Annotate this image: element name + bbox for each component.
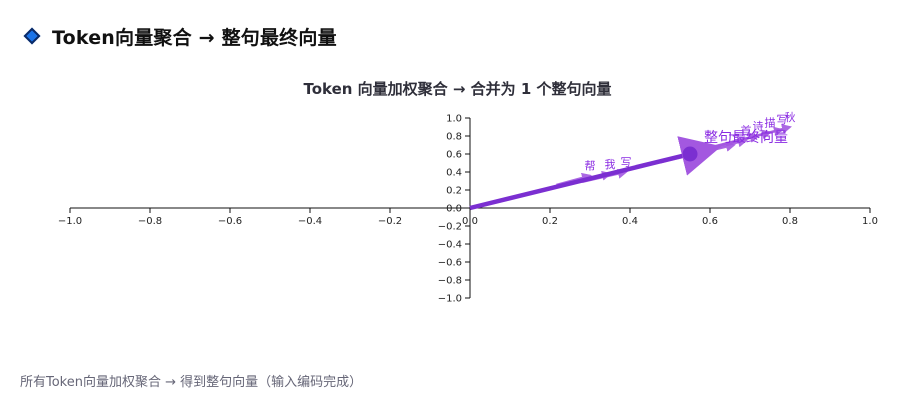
diamond-bullet-icon [23,27,41,45]
token-label: 帮 [585,160,596,173]
y-tick-label: −0.6 [438,258,462,269]
token-label: 描 [765,115,776,129]
y-tick-label: 0.4 [446,168,462,179]
y-tick-label: −0.4 [438,240,462,251]
y-tick-label: −0.8 [438,276,462,287]
x-tick-label: 0.6 [702,216,718,227]
x-tick-label: 0.8 [782,216,798,227]
sentence-vector-point [682,146,698,162]
x-tick-label: −0.6 [218,216,242,227]
y-tick-label: 0.0 [446,204,462,215]
section-header: Token向量聚合 → 整句最终向量 [22,22,337,50]
y-tick-label: 1.0 [446,114,462,125]
vector-plot: −1.0 −0.8 −0.6 −0.4 −0.2 0.0 0.2 0.4 0.6 0.8 1.01.… [58,110,878,305]
token-label: 秋 [785,110,796,124]
vector-chart: Token 向量加权聚合 → 合并为 1 个整句向量 −1.0 −0.8 −0.6 −… [0,70,915,310]
x-tick-label: −0.4 [298,216,322,227]
x-tick-label: 0.2 [542,216,558,227]
x-tick-label: −0.2 [378,216,402,227]
sentence-vector-arrow [469,136,722,211]
y-tick-label: 0.2 [446,186,462,197]
token-label: 首 [741,124,752,138]
section-title: Token向量聚合 → 整句最终向量 [52,26,337,49]
y-tick-label: 0.6 [446,150,462,161]
caption: 所有Token向量加权聚合 → 得到整句向量（输入编码完成） [20,375,363,390]
y-tick-label: −0.2 [438,222,462,233]
token-label: 诗 [753,119,764,133]
x-tick-label: 0.0 [462,216,478,227]
y-tick-label: 0.8 [446,132,462,143]
token-label: 写 [777,114,788,127]
chart-title: Token 向量加权聚合 → 合并为 1 个整句向量 [303,80,612,98]
x-tick-label: −1.0 [58,216,82,227]
x-tick-label: 1.0 [862,216,878,227]
token-label: 一 [729,129,740,142]
x-tick-label: −0.8 [138,216,162,227]
y-tick-label: −1.0 [438,294,462,305]
sentence-vector-label: 整句最终向量 [704,130,788,146]
x-tick-label: 0.4 [622,216,638,227]
token-label: 我 [605,158,616,171]
token-label: 写 [621,156,632,169]
